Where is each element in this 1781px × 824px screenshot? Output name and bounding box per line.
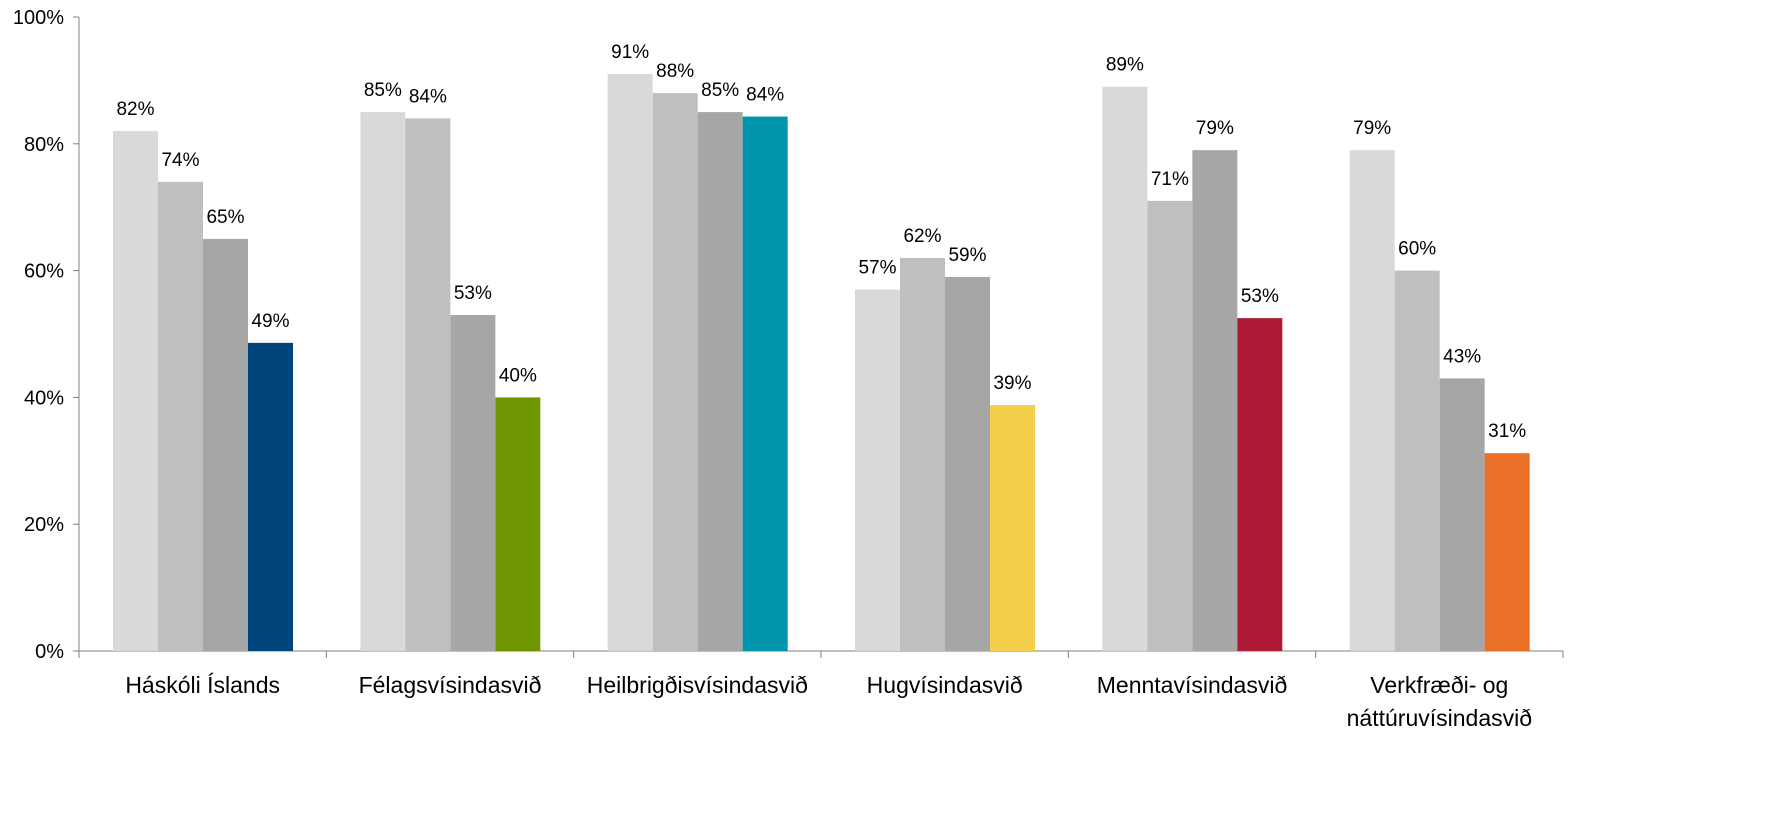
data-label: 84% — [409, 86, 447, 107]
data-label: 62% — [903, 226, 941, 247]
category-label: Heilbrigðisvísindasvið — [587, 672, 808, 698]
x-axis: Háskóli Íslands Félagsvísindasvið Heilbrig… — [78, 650, 1564, 731]
bars — [113, 74, 1530, 652]
bar — [900, 257, 945, 651]
bar — [113, 131, 158, 651]
data-label: 40% — [499, 365, 537, 386]
data-label: 85% — [701, 80, 739, 101]
bar — [607, 74, 653, 651]
data-label: 71% — [1151, 169, 1189, 190]
bar — [1349, 150, 1395, 651]
bar — [855, 289, 900, 651]
bar — [1394, 270, 1440, 651]
data-label: 84% — [746, 85, 784, 106]
data-label: 53% — [1241, 286, 1279, 307]
bar — [203, 238, 248, 651]
y-tick-label: 60% — [24, 261, 64, 283]
y-axis: 0% 20% 40% 60% 80% 100% — [13, 7, 80, 663]
bar — [158, 181, 203, 651]
y-tick-label: 20% — [24, 514, 64, 536]
y-tick-label: 0% — [35, 641, 64, 663]
category-label: Menntavísindasvið — [1097, 672, 1288, 698]
bar — [1439, 378, 1485, 651]
category-label: Verkfræði- og — [1370, 672, 1508, 698]
bar — [495, 397, 541, 651]
data-label: 60% — [1398, 239, 1436, 260]
data-label: 53% — [454, 283, 492, 304]
bar — [1102, 86, 1148, 652]
data-label: 89% — [1106, 55, 1144, 76]
y-tick-label: 100% — [13, 7, 64, 29]
bar — [1147, 200, 1193, 652]
data-label: 82% — [116, 99, 154, 120]
category-label: Félagsvísindasvið — [359, 672, 542, 698]
data-label: 31% — [1488, 421, 1526, 442]
data-label: 85% — [364, 80, 402, 101]
bar — [360, 112, 406, 652]
y-tick-label: 80% — [24, 134, 64, 156]
data-label: 79% — [1353, 118, 1391, 139]
y-tick-label: 40% — [24, 387, 64, 409]
bar — [742, 116, 788, 651]
bar — [652, 93, 698, 651]
data-label: 88% — [656, 61, 694, 82]
bar — [248, 342, 293, 651]
data-label: 79% — [1196, 118, 1234, 139]
bar — [405, 118, 451, 651]
category-label: Háskóli Íslands — [125, 672, 280, 698]
data-label: 39% — [993, 373, 1031, 394]
data-labels: 82% 74% 65% 49% 85% 84% 53% 40% 91% 88% 85% 84% 57% 6… — [116, 42, 1526, 442]
bar — [990, 405, 1035, 651]
data-label: 74% — [161, 150, 199, 171]
data-label: 43% — [1443, 346, 1481, 367]
data-label: 91% — [611, 42, 649, 63]
data-label: 65% — [206, 207, 244, 228]
data-label: 59% — [948, 245, 986, 266]
bar — [1237, 318, 1283, 651]
bar — [1192, 150, 1238, 651]
bar — [697, 112, 743, 652]
bar — [1484, 453, 1530, 651]
data-label: 57% — [858, 258, 896, 279]
data-label: 49% — [251, 311, 289, 332]
bar — [945, 276, 990, 651]
bar — [450, 314, 496, 651]
category-label: náttúruvísindasvið — [1347, 705, 1532, 731]
category-label: Hugvísindasvið — [867, 672, 1023, 698]
